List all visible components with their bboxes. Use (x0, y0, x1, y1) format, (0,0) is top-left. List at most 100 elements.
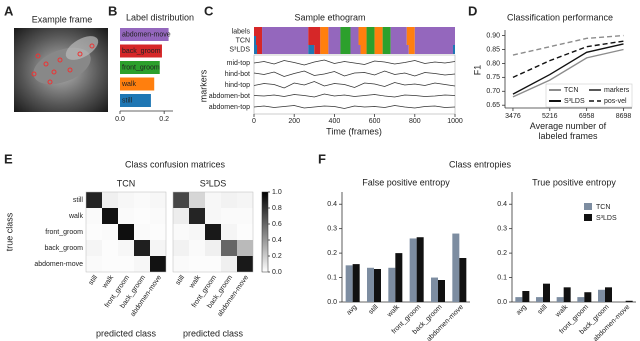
marker-dot (57, 57, 63, 63)
segment (374, 36, 383, 45)
trace (253, 81, 456, 89)
bar (416, 237, 424, 302)
bar (584, 292, 592, 302)
legend-label: pos-vel (604, 98, 627, 105)
cell (189, 256, 205, 272)
y-tick-label: 0.70 (486, 88, 500, 95)
segment (254, 45, 258, 54)
x-axis-label: predicted class (96, 328, 157, 338)
row-label: front_groom (45, 229, 83, 236)
legend-label: TCN (564, 87, 578, 94)
cell (205, 208, 221, 224)
cell (205, 192, 221, 208)
segment (308, 27, 321, 36)
bar (345, 265, 353, 302)
segment (262, 27, 309, 36)
bar (598, 289, 605, 302)
x-axis-label: Average number of labeled frames (530, 121, 607, 141)
line (512, 40, 624, 78)
row-label: still (73, 197, 84, 204)
cell (221, 240, 237, 256)
cell (237, 208, 253, 224)
cell (237, 192, 253, 208)
trace-label: mid-top (227, 60, 250, 67)
panel-title: Classification performance (507, 12, 613, 22)
x-axis-label: predicted class (183, 328, 244, 338)
y-tick-label: 0.2 (497, 250, 507, 257)
trace-label: abdomen-bot (209, 93, 250, 100)
y-tick-label: 0.4 (497, 201, 507, 208)
segment (406, 27, 415, 36)
row-label: walk (68, 213, 84, 220)
marker-dot (89, 43, 95, 49)
x-tick-label: 5216 (542, 113, 558, 120)
cell (221, 256, 237, 272)
segment (382, 36, 391, 45)
cell (150, 240, 166, 256)
segment (340, 36, 351, 45)
cell (173, 192, 189, 208)
bar-label: still (122, 97, 133, 104)
segment (256, 36, 263, 45)
trace (253, 59, 456, 66)
cell (205, 224, 221, 240)
segment (358, 27, 367, 36)
legend-label: markers (604, 87, 630, 94)
panel-letter: D (468, 3, 477, 18)
cell (150, 224, 166, 240)
segment (340, 27, 351, 36)
y-tick-label: 0.2 (327, 250, 337, 257)
colorbar-label: 0.2 (272, 253, 282, 260)
cell (150, 192, 166, 208)
x-tick-label: still (368, 303, 380, 315)
bar (536, 297, 543, 302)
cell (118, 240, 134, 256)
cell (134, 192, 150, 208)
colorbar-label: 1.0 (272, 189, 282, 196)
cell (102, 224, 118, 240)
row-label: TCN (236, 37, 250, 44)
cell (205, 240, 221, 256)
panel-title: Class entropies (449, 159, 512, 169)
segment (308, 36, 321, 45)
x-tick-label: 8698 (616, 113, 632, 120)
cell (221, 192, 237, 208)
bar (374, 269, 381, 302)
line (512, 34, 624, 56)
x-tick-label: walk (554, 303, 570, 319)
legend-swatch (584, 203, 592, 210)
segment (254, 36, 257, 45)
segment (314, 45, 321, 54)
marker-dot (47, 79, 53, 85)
trace (253, 70, 456, 77)
segment (350, 27, 359, 36)
y-axis-label: markers (198, 69, 208, 102)
trace-label: hind-bot (225, 71, 250, 78)
col-label: walk (101, 274, 116, 291)
segment (320, 27, 329, 36)
y-tick-label: 0.3 (327, 226, 337, 233)
x-tick-label: 0.2 (159, 116, 169, 123)
bar (120, 94, 151, 107)
panel-letter: B (108, 3, 117, 18)
segment (262, 36, 309, 45)
bar (543, 283, 550, 302)
segment (350, 36, 359, 45)
x-tick-label: 200 (288, 118, 300, 125)
marker-dot (43, 61, 49, 67)
cell (150, 208, 166, 224)
y-tick-label: 0.65 (486, 102, 500, 109)
cell (102, 192, 118, 208)
colorbar (261, 191, 269, 273)
segment (374, 45, 383, 54)
bar (625, 300, 633, 302)
y-tick-label: 0.0 (497, 299, 507, 306)
segment (452, 45, 455, 54)
segment (390, 27, 407, 36)
segment (340, 45, 351, 54)
cell (173, 256, 189, 272)
legend-swatch (584, 214, 592, 221)
cell (173, 240, 189, 256)
col-label: still (88, 274, 100, 287)
